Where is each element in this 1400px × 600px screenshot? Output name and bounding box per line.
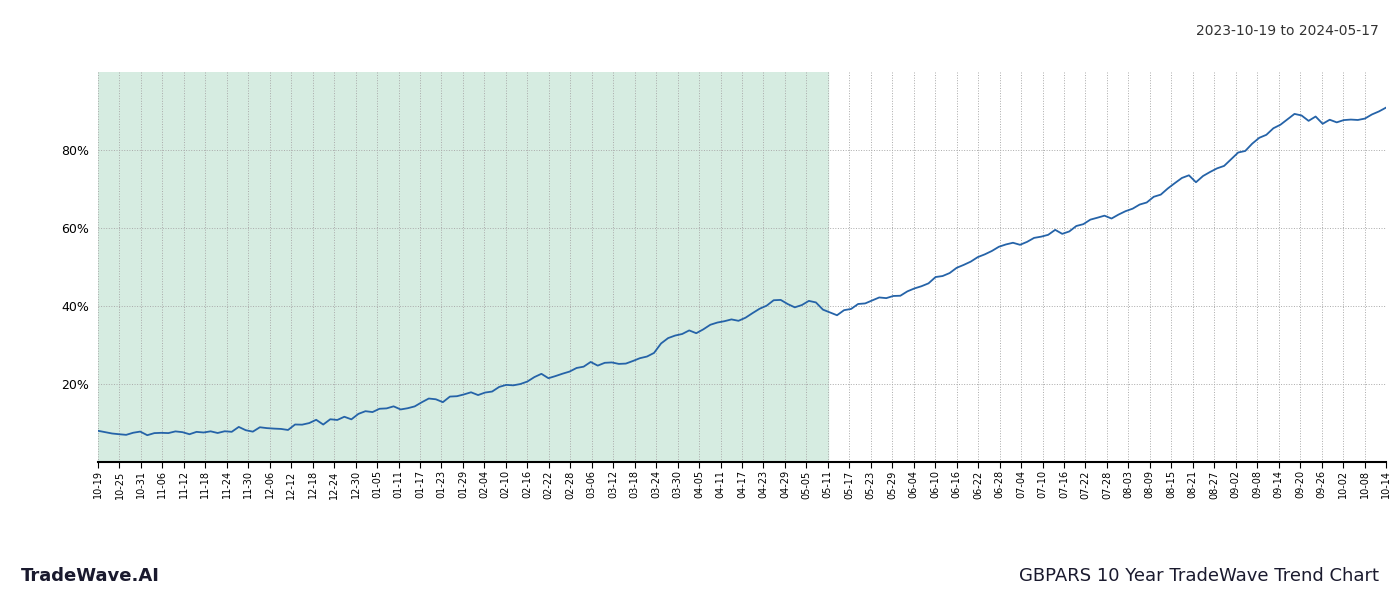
Text: TradeWave.AI: TradeWave.AI xyxy=(21,567,160,585)
Bar xyxy=(98,72,827,462)
Text: GBPARS 10 Year TradeWave Trend Chart: GBPARS 10 Year TradeWave Trend Chart xyxy=(1019,567,1379,585)
Text: 2023-10-19 to 2024-05-17: 2023-10-19 to 2024-05-17 xyxy=(1196,24,1379,38)
